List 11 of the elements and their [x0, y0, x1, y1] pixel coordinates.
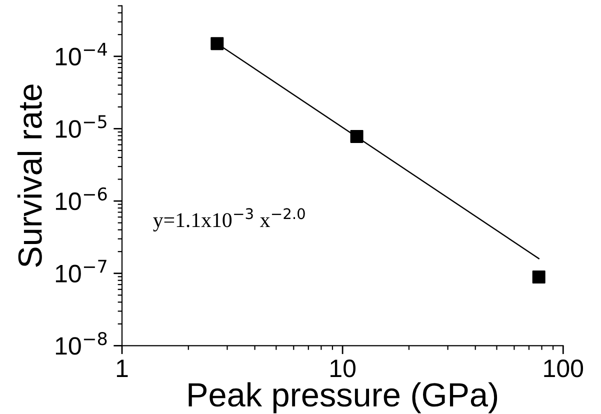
x-tick-label: 1	[116, 360, 128, 377]
y-tick-label: 10$^{−8}$	[56, 332, 107, 355]
x-tick-label: 100	[544, 360, 584, 378]
y-tick-label: 10$^{−5}$	[56, 115, 106, 138]
x-tick-label: 10	[330, 360, 356, 378]
y-axis-title: Survival rate	[17, 84, 42, 267]
y-tick-label: 10$^{−7}$	[56, 260, 106, 282]
x-axis-title: Peak pressure (GPa)	[188, 382, 498, 414]
y-tick-label: 10$^{−6}$	[56, 187, 107, 210]
annotation: y=1.1x10$^{−3}$ x$^{−2.0}$	[153, 208, 305, 232]
y-tick-label: 10$^{−4}$	[56, 42, 107, 66]
